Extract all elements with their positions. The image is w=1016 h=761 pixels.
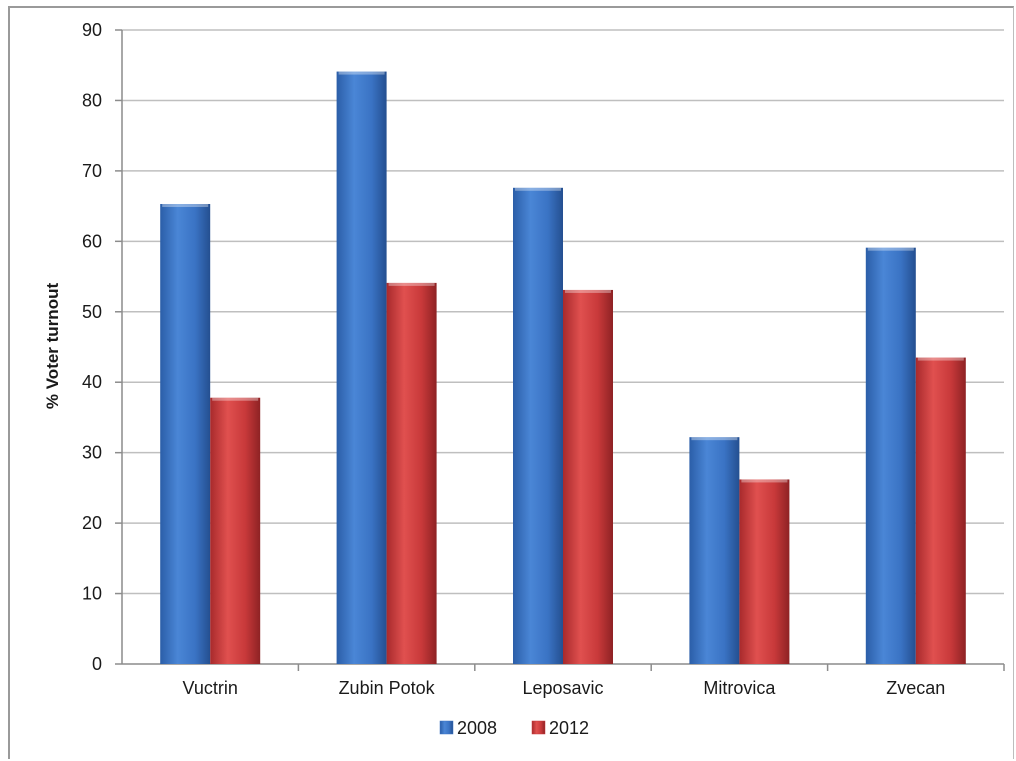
bar-cap xyxy=(212,397,259,401)
y-tick-label: 40 xyxy=(82,372,102,392)
y-tick-label: 90 xyxy=(82,20,102,40)
bar-2012-vuctrin xyxy=(210,397,261,664)
y-tick-label: 60 xyxy=(82,231,102,251)
bar-2012-zvecan xyxy=(915,357,966,664)
bar-cap xyxy=(565,289,611,293)
bar-2008-leposavic xyxy=(513,187,563,664)
bar-2008-zubin-potok xyxy=(336,71,387,664)
bar-cap xyxy=(867,247,914,251)
legend-label-2008: 2008 xyxy=(457,718,497,738)
bar-cap xyxy=(741,479,788,483)
y-tick-label: 70 xyxy=(82,161,102,181)
bar-cap xyxy=(388,282,435,286)
legend: 2008 2012 xyxy=(439,718,589,738)
y-tick-label: 20 xyxy=(82,513,102,533)
y-tick-label: 50 xyxy=(82,302,102,322)
x-tick-label: Leposavic xyxy=(522,678,603,698)
bar-cap xyxy=(515,187,561,191)
bar-cap xyxy=(162,203,209,207)
bar-2008-zvecan xyxy=(865,247,916,664)
chart-frame xyxy=(8,6,1014,759)
y-tick-label: 10 xyxy=(82,584,102,604)
bar-cap xyxy=(691,437,738,441)
bar-2008-mitrovica xyxy=(689,437,740,664)
bar-2008-vuctrin xyxy=(160,203,211,664)
bar-2012-zubin-potok xyxy=(386,282,437,664)
y-axis-title: % Voter turnout xyxy=(43,283,62,410)
y-tick-labels: 0 10 20 30 40 50 60 70 80 90 xyxy=(82,20,102,674)
legend-label-2012: 2012 xyxy=(549,718,589,738)
y-tick-label: 0 xyxy=(92,654,102,674)
y-tick-label: 80 xyxy=(82,90,102,110)
bar-2012-mitrovica xyxy=(739,479,790,664)
bar-cap xyxy=(338,71,385,75)
x-tick-label: Zvecan xyxy=(886,678,945,698)
y-tick-label: 30 xyxy=(82,443,102,463)
bar-2012-leposavic xyxy=(563,289,613,664)
legend-swatch-2012 xyxy=(531,720,546,735)
x-tick-label: Zubin Potok xyxy=(339,678,436,698)
bar-cap xyxy=(917,357,964,361)
legend-swatch-2008 xyxy=(439,720,454,735)
x-tick-label: Vuctrin xyxy=(183,678,238,698)
x-tick-labels: Vuctrin Zubin Potok Leposavic Mitrovica Zvec… xyxy=(183,678,946,698)
bars xyxy=(160,71,966,664)
x-tick-label: Mitrovica xyxy=(703,678,776,698)
